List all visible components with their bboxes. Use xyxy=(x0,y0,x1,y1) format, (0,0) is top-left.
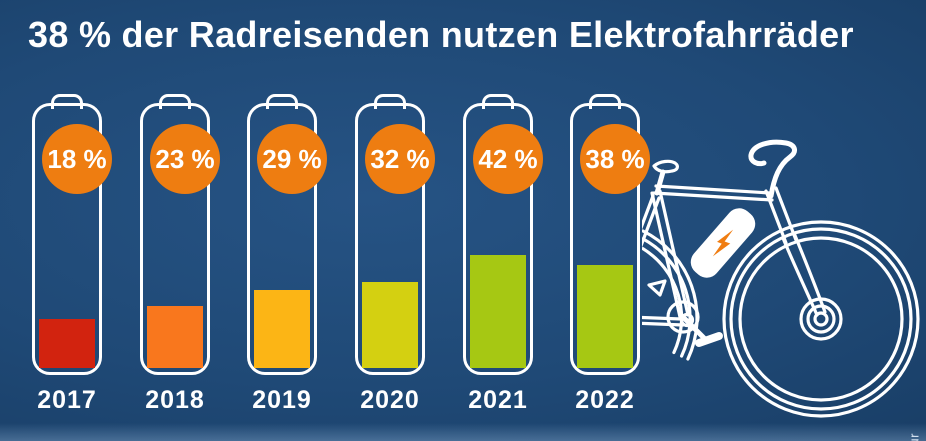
percentage-label: 42 % xyxy=(478,143,538,174)
rear-wheel-arcs xyxy=(642,229,699,361)
battery-fill-bar xyxy=(254,290,310,368)
battery-terminal xyxy=(51,94,83,109)
percentage-badge: 23 % xyxy=(150,124,220,194)
battery-body xyxy=(247,103,317,375)
battery-terminal xyxy=(482,94,514,109)
year-label: 2018 xyxy=(145,386,205,414)
saddle xyxy=(652,159,679,174)
battery-fill-bar xyxy=(577,265,633,368)
battery-terminal xyxy=(159,94,191,109)
front-wheel xyxy=(722,220,920,418)
battery-body xyxy=(355,103,425,375)
battery-gauge: 42 % 2021 xyxy=(463,94,543,424)
handlebar xyxy=(748,139,797,199)
year-label: 2019 xyxy=(252,386,312,414)
battery-fill-bar xyxy=(362,282,418,368)
percentage-badge: 29 % xyxy=(257,124,327,194)
year-label: 2021 xyxy=(468,386,528,414)
seatpost xyxy=(654,169,666,196)
percentage-label: 23 % xyxy=(155,143,215,174)
bike-frame xyxy=(642,184,774,327)
copyright-credit: ©ADFC/april agentur xyxy=(906,433,921,441)
battery-fill-bar xyxy=(39,319,95,368)
battery-terminal xyxy=(374,94,406,109)
battery-gauge: 23 % 2018 xyxy=(140,94,220,424)
battery-fill-bar xyxy=(470,255,526,368)
year-label: 2017 xyxy=(37,386,97,414)
percentage-label: 32 % xyxy=(370,143,430,174)
percentage-badge: 38 % xyxy=(580,124,650,194)
battery-body xyxy=(570,103,640,375)
battery-gauge: 32 % 2020 xyxy=(355,94,435,424)
percentage-label: 38 % xyxy=(585,143,645,174)
chart-title: 38 % der Radreisenden nutzen Elektrofahr… xyxy=(28,14,854,55)
battery-body xyxy=(463,103,533,375)
year-label: 2020 xyxy=(360,386,420,414)
percentage-badge: 32 % xyxy=(365,124,435,194)
battery-terminal xyxy=(589,94,621,109)
battery-body xyxy=(32,103,102,375)
year-label: 2022 xyxy=(575,386,635,414)
battery-gauge: 38 % 2022 xyxy=(570,94,650,424)
percentage-label: 18 % xyxy=(47,143,107,174)
fork xyxy=(764,186,827,317)
battery-terminal xyxy=(266,94,298,109)
battery-gauge: 29 % 2019 xyxy=(247,94,327,424)
battery-body xyxy=(140,103,210,375)
lightning-bolt-icon xyxy=(712,229,734,257)
battery-gauge: 18 % 2017 xyxy=(32,94,112,424)
battery-fill-bar xyxy=(147,306,203,368)
percentage-badge: 18 % xyxy=(42,124,112,194)
crank-pedal xyxy=(666,300,723,347)
percentage-label: 29 % xyxy=(262,143,322,174)
percentage-badge: 42 % xyxy=(473,124,543,194)
